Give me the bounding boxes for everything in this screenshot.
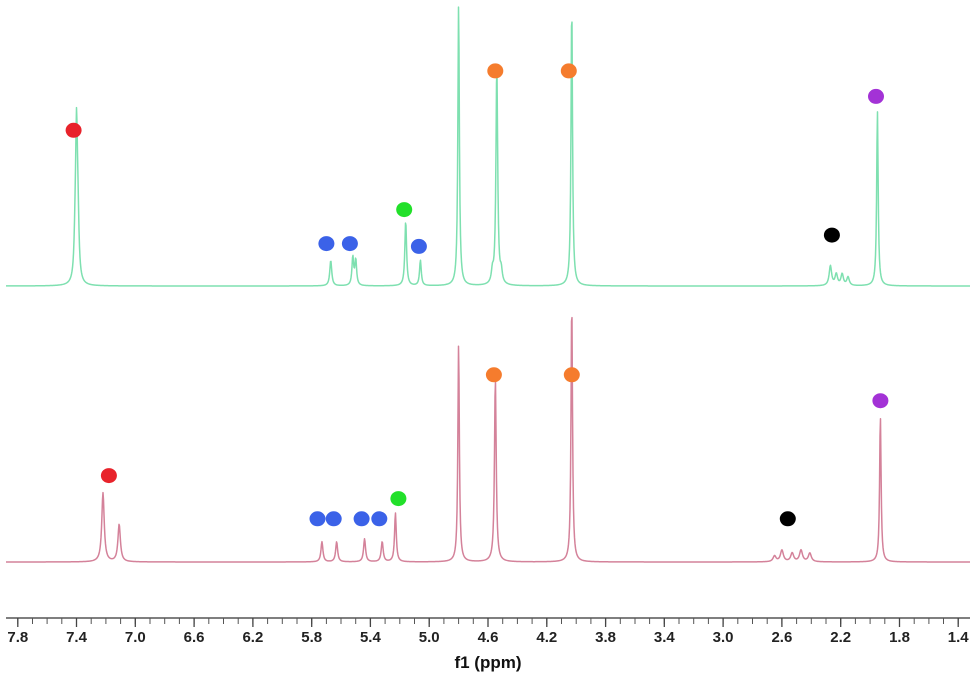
x-tick-label: 3.0: [713, 629, 734, 646]
peak-marker-dot: [318, 236, 335, 252]
x-axis: 7.8 7.4 7.0 6.6 6.2 5.8 5.4 5.0 4.6 4.2 3.8 3.4 3.0 2…: [6, 617, 970, 672]
peak-marker-dot: [390, 491, 407, 507]
x-tick-label: 5.4: [360, 629, 382, 646]
spectrum-trace-1: [5, 6, 971, 287]
peak-marker-dot: [309, 511, 326, 527]
peak-marker-dot: [65, 122, 82, 138]
peak-marker-dot: [823, 227, 840, 243]
x-tick-label: 5.8: [301, 629, 322, 646]
peak-marker-dot: [779, 511, 796, 527]
x-tick-label: 7.8: [7, 629, 28, 646]
peak-marker-dot: [560, 63, 577, 79]
x-tick-label: 2.6: [771, 629, 792, 646]
x-tick-label: 3.4: [654, 629, 676, 646]
x-tick-label: 4.2: [536, 629, 557, 646]
peak-marker-dot: [563, 367, 580, 383]
peak-marker-dot: [371, 511, 388, 527]
peak-marker-dot: [353, 511, 370, 527]
x-tick-label: 1.8: [889, 629, 910, 646]
peak-markers: [65, 63, 889, 527]
peak-marker-dot: [868, 88, 884, 104]
x-tick-label: 6.6: [184, 629, 205, 646]
x-axis-title: f1 (ppm): [454, 653, 521, 672]
x-tick-label: 4.6: [478, 629, 499, 646]
peak-marker-dot: [341, 236, 358, 252]
peak-marker-dot: [325, 511, 342, 527]
peak-marker-dot: [487, 63, 504, 79]
peak-marker-dot: [872, 393, 889, 409]
peak-marker-dot: [485, 367, 502, 383]
x-tick-label: 2.2: [830, 629, 851, 646]
x-tick-label: 7.4: [66, 629, 88, 646]
x-tick-label: 7.0: [125, 629, 146, 646]
x-axis-tick-labels: 7.8 7.4 7.0 6.6 6.2 5.8 5.4 5.0 4.6 4.2 3.8 3.4 3.0 2…: [7, 629, 969, 646]
x-tick-label: 6.2: [242, 629, 263, 646]
spectrum-trace-2: [5, 316, 971, 563]
x-tick-label: 3.8: [595, 629, 616, 646]
peak-marker-dot: [396, 202, 413, 218]
peak-marker-dot: [100, 468, 117, 484]
peak-marker-dot: [410, 238, 427, 254]
x-tick-label: 5.0: [419, 629, 440, 646]
x-axis-major-ticks: [17, 618, 959, 627]
spectrum-traces: [5, 6, 971, 563]
x-tick-label: 1.4: [948, 629, 970, 646]
